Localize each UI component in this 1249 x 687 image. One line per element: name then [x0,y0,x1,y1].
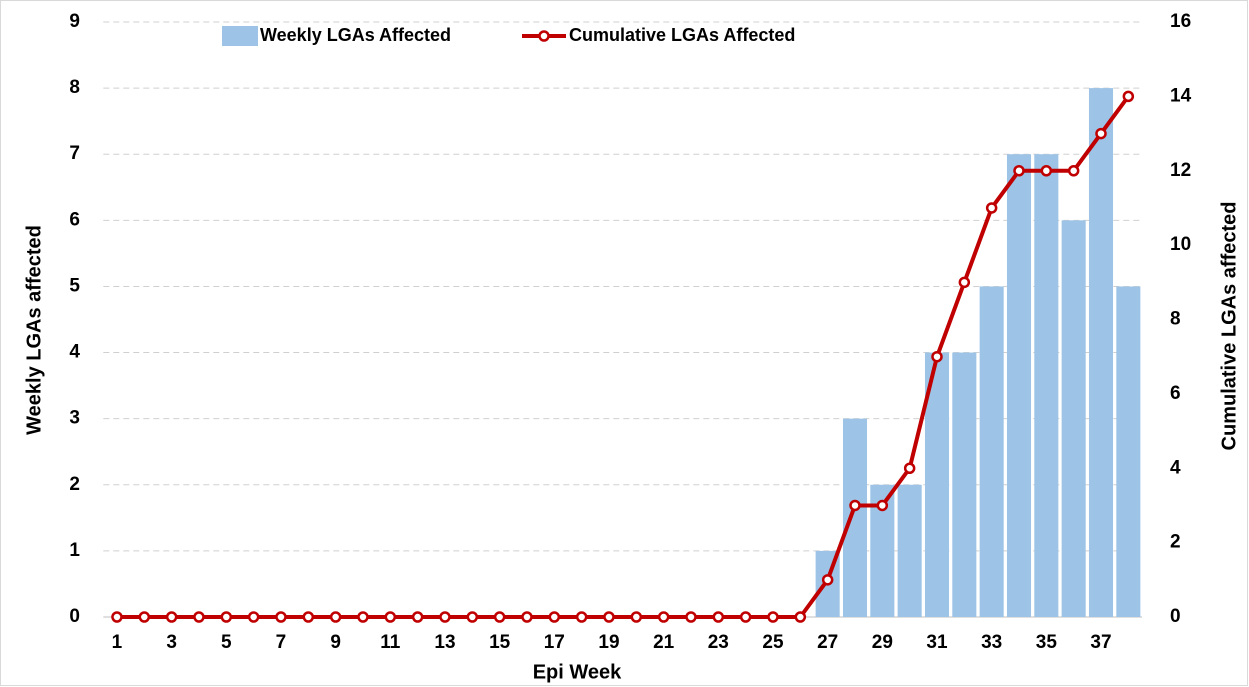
line-marker [165,611,178,623]
line-marker [466,611,479,623]
legend-label: Cumulative LGAs Affected [569,25,795,45]
x-tick-label: 7 [276,632,287,653]
x-tick-label: 37 [1090,632,1111,653]
x-tick-label: 17 [544,632,565,653]
line-marker [111,611,123,623]
line-marker [657,611,670,623]
line-marker [739,611,752,623]
y-tick-label: 7 [69,143,80,164]
line-marker [712,611,725,623]
line-marker [247,611,260,623]
line-marker [958,276,971,289]
legend-swatch [538,30,550,42]
legend-label: Weekly LGAs Affected [260,25,451,45]
legend-swatch [222,26,258,46]
bar [979,286,1004,617]
line-marker [603,611,615,623]
y-tick-label: 0 [69,606,80,627]
bar [1088,88,1114,618]
line-marker [1040,165,1053,177]
line-marker [521,611,533,623]
line-marker [1122,90,1135,103]
line-marker [1013,165,1025,177]
line-marker [630,611,643,623]
line-marker [1095,127,1107,140]
line-marker [685,611,697,623]
line-marker [220,611,233,623]
line-marker [903,462,916,474]
x-tick-label: 29 [872,632,893,653]
x-tick-label: 9 [330,632,341,653]
y2-tick-label: 8 [1170,309,1181,330]
x-tick-label: 23 [708,632,729,653]
y2-tick-label: 14 [1170,85,1192,106]
y-tick-label: 3 [69,408,80,429]
x-tick-label: 11 [380,632,401,653]
bar [1034,154,1059,617]
line-marker [849,499,861,512]
bar [1116,286,1141,617]
line-marker [439,611,451,623]
x-tick-label: 3 [166,632,177,653]
y2-tick-label: 2 [1170,532,1181,553]
bar [842,418,868,617]
y2-tick-label: 4 [1170,457,1181,478]
line-marker [138,611,151,623]
line-marker [329,611,342,623]
y-axis-title: Weekly LGAs affected [23,225,45,435]
x-tick-label: 5 [221,632,232,653]
bar [952,352,977,617]
line-marker [575,611,588,623]
y-tick-label: 8 [69,77,80,98]
bar [1061,220,1086,618]
y2-tick-label: 12 [1170,160,1191,181]
y-tick-label: 9 [69,11,80,32]
y2-tick-label: 10 [1170,234,1191,255]
line-marker [821,574,834,586]
y-tick-label: 4 [69,342,80,363]
line-marker [411,611,424,623]
line-marker [1067,165,1080,177]
y-tick-label: 5 [69,275,80,296]
x-tick-label: 19 [598,632,619,653]
y2-tick-label: 6 [1170,383,1181,404]
bar [897,484,922,617]
line-marker [384,611,397,623]
bar [1006,154,1032,617]
y-tick-label: 1 [69,540,80,561]
x-tick-label: 27 [817,632,838,653]
x-tick-label: 1 [112,632,123,653]
y2-axis-title: Cumulative LGAs affected [1218,202,1240,451]
line-marker [876,499,889,512]
line-marker [302,611,315,623]
line-marker [548,611,561,623]
line-marker [193,611,205,623]
x-tick-label: 33 [981,632,1002,653]
line-marker [985,202,998,214]
y2-tick-label: 16 [1170,11,1191,32]
x-tick-label: 15 [489,632,511,653]
x-tick-label: 21 [653,632,675,653]
line-marker [767,611,779,623]
y-tick-label: 6 [69,209,80,230]
line-marker [931,350,943,363]
line-marker [493,611,506,623]
line-marker [275,611,287,623]
line-marker [357,611,369,623]
line-marker [794,611,807,623]
x-axis-title: Epi Week [533,661,622,683]
y2-tick-label: 0 [1170,606,1181,627]
x-tick-label: 13 [434,632,455,653]
y-tick-label: 2 [69,474,80,495]
x-tick-label: 35 [1036,632,1058,653]
x-tick-label: 31 [926,632,948,653]
x-tick-label: 25 [762,632,784,653]
